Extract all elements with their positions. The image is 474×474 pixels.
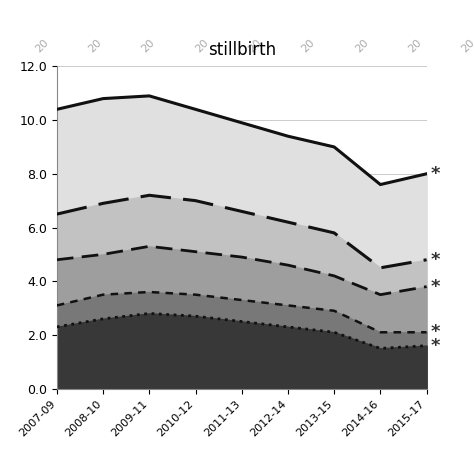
Text: 20: 20 <box>193 37 210 54</box>
Text: *: * <box>430 323 440 341</box>
Title: stillbirth: stillbirth <box>208 41 276 59</box>
Text: 20: 20 <box>140 37 157 54</box>
Text: 20: 20 <box>406 37 423 54</box>
Text: 20: 20 <box>86 37 103 54</box>
Text: *: * <box>430 251 440 269</box>
Text: *: * <box>430 165 440 183</box>
Text: 20: 20 <box>246 37 264 54</box>
Text: 20: 20 <box>33 37 50 54</box>
Text: 20: 20 <box>460 37 474 54</box>
Text: 20: 20 <box>353 37 370 54</box>
Text: *: * <box>430 278 440 296</box>
Text: 20: 20 <box>300 37 317 54</box>
Text: *: * <box>430 337 440 355</box>
